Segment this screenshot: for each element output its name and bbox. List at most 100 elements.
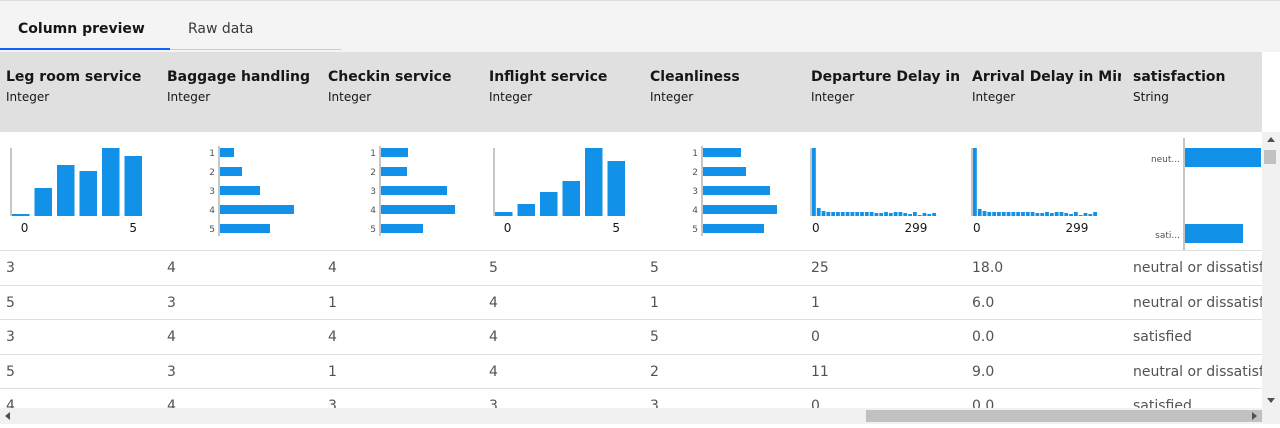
- bar: [1093, 212, 1097, 216]
- mini-chart: 0 299: [971, 148, 1097, 235]
- table-cell: neutral or dissatisfie: [1133, 294, 1262, 311]
- column-header[interactable]: Leg room service Integer: [0, 52, 161, 132]
- vertical-scrollbar[interactable]: [1262, 132, 1280, 408]
- table-cell: 4: [167, 398, 176, 408]
- table-cell: 4: [167, 260, 176, 276]
- bar: [1185, 224, 1243, 243]
- x-tick-label: 0: [812, 221, 820, 235]
- y-tick-label: 3: [692, 187, 698, 197]
- bar: [381, 148, 408, 157]
- horizontal-scrollbar[interactable]: [0, 408, 1280, 424]
- column-name: Cleanliness: [650, 69, 740, 85]
- table-row: 5 3 1 4 2 11 9.0 neutral or dissatisfie: [0, 353, 1262, 389]
- bar: [982, 211, 987, 216]
- table-cell: 0.0: [972, 329, 995, 345]
- column-type: Integer: [811, 90, 855, 104]
- y-tick-label: 2: [209, 168, 215, 178]
- table-cell: 1: [328, 294, 337, 311]
- column-type: String: [1133, 90, 1169, 104]
- table-cell: 3: [6, 329, 15, 345]
- bar: [927, 214, 932, 216]
- bar: [1069, 214, 1073, 216]
- table-cell: 5: [650, 329, 659, 345]
- column-name: Arrival Delay in Minu: [972, 69, 1121, 85]
- bar: [220, 186, 260, 195]
- bar: [884, 212, 888, 216]
- table-cell: 4: [489, 294, 498, 311]
- bar: [831, 212, 836, 216]
- bar: [562, 181, 580, 216]
- bar: [1045, 212, 1049, 216]
- column-name: Leg room service: [6, 69, 142, 85]
- bar: [821, 211, 826, 216]
- y-tick-label: 5: [370, 225, 376, 235]
- column-header[interactable]: Inflight service Integer: [483, 52, 644, 132]
- bar: [703, 148, 741, 157]
- table-cell: 0.0: [972, 398, 995, 408]
- table-cell: 25: [811, 260, 829, 276]
- bar: [850, 212, 855, 216]
- bar: [869, 212, 874, 216]
- tab-bar: Column preview Raw data: [0, 0, 1280, 52]
- bar: [973, 148, 977, 216]
- table-cell: satisfied: [1133, 398, 1192, 408]
- column-header[interactable]: satisfaction String: [1127, 52, 1262, 132]
- column-header[interactable]: Cleanliness Integer: [644, 52, 805, 132]
- bar: [57, 165, 75, 216]
- bar: [703, 205, 777, 214]
- table-row: 4 4 3 3 3 0 0.0 satisfied: [0, 388, 1262, 408]
- tab[interactable]: Column preview: [0, 1, 170, 50]
- column-header[interactable]: Baggage handling Integer: [161, 52, 322, 132]
- bar: [864, 212, 869, 216]
- bar: [840, 212, 845, 216]
- bar: [855, 212, 860, 216]
- bar: [124, 156, 142, 216]
- tab[interactable]: Raw data: [170, 1, 341, 50]
- column-header[interactable]: Checkin service Integer: [322, 52, 483, 132]
- bar: [1059, 212, 1064, 216]
- mini-chart: 1 2 3 4 5: [692, 146, 777, 236]
- column-header[interactable]: Departure Delay in M Integer: [805, 52, 966, 132]
- table-row: 5 3 1 4 1 1 6.0 neutral or dissatisfie: [0, 284, 1262, 320]
- mini-chart: 1 2 3 4 5: [370, 146, 455, 236]
- table-cell: 4: [328, 329, 337, 345]
- bar: [220, 167, 242, 176]
- bar: [1001, 212, 1006, 216]
- column-name: Inflight service: [489, 69, 608, 85]
- header-band: Leg room service Integer Baggage handling I…: [0, 52, 1262, 132]
- bar: [888, 213, 893, 216]
- table-cell: 4: [167, 329, 176, 345]
- bar: [987, 212, 992, 216]
- table-cell: 3: [167, 363, 176, 380]
- bar: [703, 186, 770, 195]
- bar: [1185, 148, 1261, 167]
- table-cell: 4: [6, 398, 15, 408]
- table-cell: 0: [811, 398, 820, 408]
- bar: [607, 161, 625, 216]
- bar: [1054, 212, 1059, 216]
- bar: [1025, 212, 1030, 216]
- bar: [1011, 212, 1016, 216]
- bar: [1073, 212, 1078, 216]
- bar: [381, 205, 455, 214]
- bar: [381, 224, 423, 233]
- bar: [893, 212, 898, 216]
- table-cell: 3: [489, 398, 498, 408]
- bar: [703, 167, 746, 176]
- bar: [812, 148, 816, 216]
- x-tick-label: 0: [504, 221, 512, 235]
- bar: [79, 171, 97, 216]
- bar: [703, 224, 764, 233]
- y-tick-label: 2: [692, 168, 698, 178]
- bar: [922, 213, 927, 216]
- bar: [912, 212, 917, 216]
- bar: [879, 213, 884, 216]
- bar: [1006, 212, 1011, 216]
- data-grid: Leg room service Integer Baggage handling I…: [0, 52, 1262, 408]
- column-header[interactable]: Arrival Delay in Minu Integer: [966, 52, 1127, 132]
- x-tick-label: 0: [973, 221, 981, 235]
- bar: [1049, 213, 1054, 216]
- mini-chart: 0 299: [810, 148, 936, 235]
- bar: [1088, 214, 1093, 216]
